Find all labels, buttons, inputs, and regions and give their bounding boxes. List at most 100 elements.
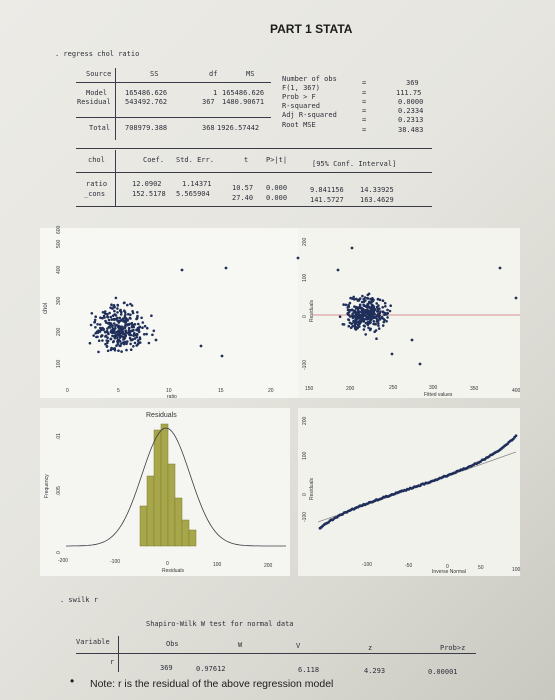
coef-row-cons-name: _cons (84, 190, 106, 198)
fit-eq-rmse: = (362, 126, 367, 134)
resfit-point (342, 303, 345, 306)
coef-header-p: P>|t| (266, 156, 288, 164)
scatter-point (124, 313, 127, 316)
anova-header-source: Source (86, 70, 112, 78)
scatter-point (127, 312, 130, 316)
scatter-ytick: 500 (56, 239, 62, 248)
resfit-point (363, 296, 367, 299)
fit-label-r2: R-squared (282, 102, 320, 110)
scatter-point (112, 340, 115, 343)
resfit-point (352, 321, 356, 324)
anova-rule-top (76, 82, 271, 83)
swilk-header-v: V (296, 642, 301, 650)
resfit-point (353, 298, 356, 301)
scatter-point (128, 316, 132, 320)
fit-value-nobs: 369 (406, 79, 419, 87)
qq-ytick: 200 (302, 416, 308, 425)
scatter-point (135, 335, 138, 339)
resfit-point (374, 322, 378, 326)
swilk-divider (118, 636, 119, 672)
resfit-point (375, 302, 379, 305)
scatter-point (125, 348, 128, 352)
note-bullet: • (70, 674, 75, 688)
scatter-point (124, 318, 127, 321)
scatter-point (111, 307, 114, 310)
anova-row-model-source: Model (86, 89, 108, 97)
scatter-point (116, 336, 119, 340)
scatter-point (142, 333, 146, 336)
qq-ytick: 100 (302, 451, 308, 460)
scatter-point (117, 349, 120, 353)
resfit-point (353, 323, 357, 327)
hist-bar (160, 423, 169, 547)
resfit-xtick: 250 (389, 385, 398, 391)
scatter-point (131, 329, 135, 333)
resfit-point (361, 294, 364, 298)
resfit-point (357, 298, 360, 302)
resfit-point (384, 305, 387, 308)
hist-ytick: 0 (56, 551, 62, 554)
scatter-point (123, 325, 127, 328)
scatter-point (126, 340, 129, 343)
resfit-point (368, 306, 372, 309)
scatter-point (138, 325, 141, 329)
hist-xlabel: Residuals (162, 568, 184, 574)
resfit-point (367, 300, 371, 304)
resfit-point (377, 324, 380, 327)
scatter-point (111, 314, 115, 318)
coef-row-cons-lo: 141.5727 (310, 196, 344, 204)
qq-xlabel: Inverse Normal (432, 569, 466, 575)
scatter-point (105, 345, 109, 348)
resfit-ylabel: Residuals (309, 300, 315, 322)
scatter-point (129, 313, 132, 317)
resfit-point (379, 310, 382, 313)
resfit-point (349, 296, 352, 300)
resfit-point (347, 304, 350, 308)
scatter-point (102, 314, 106, 318)
anova-row-model-df: 1 (213, 89, 218, 97)
hist-xtick: 100 (213, 562, 222, 568)
resfit-point (363, 314, 367, 317)
resfit-point (349, 309, 353, 312)
scatter-point (296, 256, 300, 260)
scatter-ytick: 100 (56, 359, 62, 368)
resfit-point (372, 315, 376, 319)
scatter-point (95, 330, 99, 334)
qq-plot (317, 434, 518, 530)
hist-bar (188, 529, 197, 547)
scatter-point (129, 348, 133, 352)
swilk-command: . swilk r (60, 596, 98, 604)
resfit-point (358, 325, 361, 328)
scatter-point (122, 338, 125, 341)
resfit-point (418, 362, 422, 366)
scatter-point (135, 317, 138, 321)
hist-bar (174, 497, 183, 547)
resfit-point (377, 308, 380, 311)
scatter-point (137, 322, 140, 326)
resfit-point (362, 324, 366, 328)
scatter-point (106, 331, 110, 335)
scatter-point (99, 326, 102, 330)
resfit-point (369, 327, 373, 331)
resfit-point (375, 305, 379, 309)
resfit-point (360, 300, 364, 304)
resfit-point (367, 326, 370, 330)
scatter-point (120, 326, 124, 330)
resfit-point (353, 309, 357, 313)
scatter-point (116, 338, 120, 342)
resfit-point (355, 318, 358, 321)
resfit-point (342, 323, 346, 326)
scatter-point (199, 344, 203, 348)
resfit-point (514, 296, 518, 300)
resfit-point (350, 246, 354, 250)
scatter-point (120, 350, 123, 353)
scatter-xlabel: ratio (167, 394, 177, 400)
resfit-point (375, 337, 378, 341)
scatter-point (103, 310, 107, 313)
resfit-point (360, 306, 364, 310)
scatter-point (106, 327, 109, 330)
hist-title: Residuals (146, 412, 177, 419)
hist-xtick: 0 (166, 561, 169, 567)
resfit-point (364, 333, 368, 336)
